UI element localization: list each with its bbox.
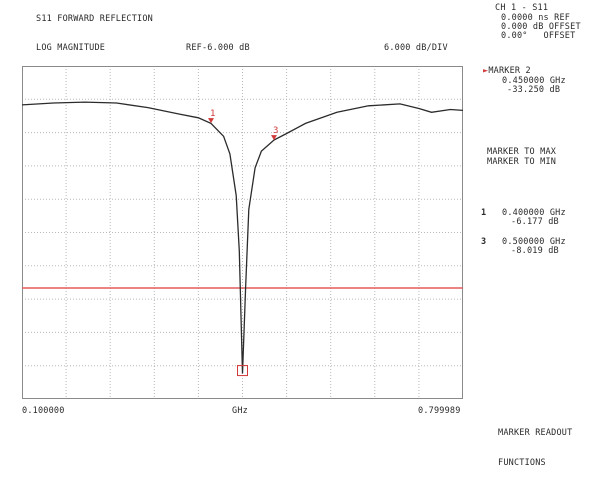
marker-1-frequency: 0.400000 GHz: [502, 208, 566, 218]
x-stop-label: 0.799989: [418, 406, 461, 416]
scale-label: 6.000 dB/DIV: [384, 43, 448, 53]
active-marker-label: MARKER 2: [488, 66, 531, 76]
offset-line: 0.0000 ns REF: [501, 13, 571, 23]
measurement-title: S11 FORWARD REFLECTION: [36, 14, 153, 24]
offset-line: 0.00° OFFSET: [501, 31, 576, 41]
offset-line: 0.000 dB OFFSET: [501, 22, 581, 32]
marker-2-symbol: [237, 365, 248, 377]
softkey-marker-readout-functions[interactable]: MARKER READOUT FUNCTIONS: [498, 408, 572, 478]
marker-1-value: -6.177 dB: [511, 217, 559, 227]
softkey-marker-to-min[interactable]: MARKER TO MIN: [487, 157, 557, 167]
log-magnitude-plot: 13: [22, 66, 463, 399]
s11-trace: [22, 101, 463, 374]
marker-1-symbol: [208, 118, 214, 124]
reference-level-label: REF-6.000 dB: [186, 43, 250, 53]
readout-line: FUNCTIONS: [498, 458, 546, 468]
marker-3-value: -8.019 dB: [511, 246, 559, 256]
marker-1-label: 1: [210, 109, 215, 119]
channel-label: CH 1 - S11: [495, 3, 549, 13]
softkey-marker-to-max[interactable]: MARKER TO MAX: [487, 147, 557, 157]
readout-line: MARKER READOUT: [498, 428, 573, 438]
marker-3-number: 3: [481, 237, 487, 247]
marker-1-number: 1: [481, 208, 487, 218]
plot-frame: [22, 66, 463, 399]
active-marker-frequency: 0.450000 GHz: [502, 76, 566, 86]
x-unit-label: GHz: [232, 406, 248, 416]
active-marker-value: -33.250 dB: [507, 85, 561, 95]
marker-3-symbol: [271, 135, 277, 141]
format-label: LOG MAGNITUDE: [36, 43, 106, 53]
marker-3-label: 3: [273, 126, 278, 136]
active-marker-arrow-icon: ►: [483, 66, 489, 76]
x-start-label: 0.100000: [22, 406, 65, 416]
marker-3-frequency: 0.500000 GHz: [502, 237, 566, 247]
